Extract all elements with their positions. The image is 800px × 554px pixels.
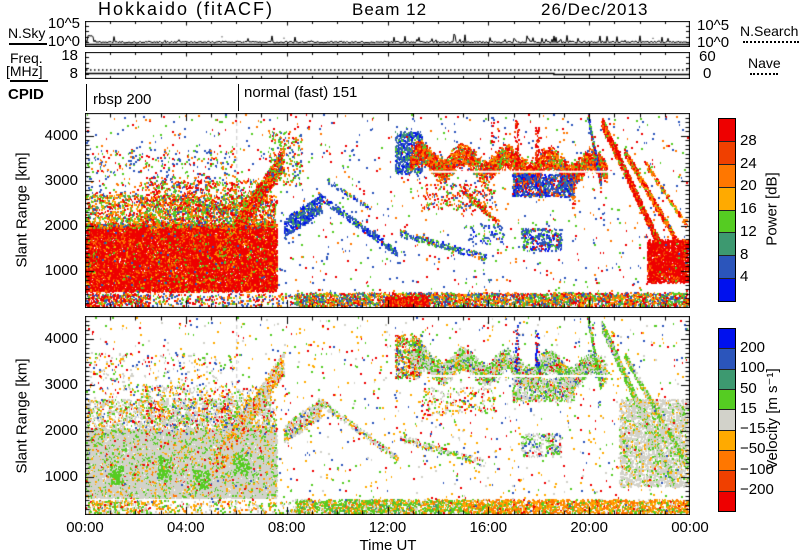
noise-panel bbox=[85, 21, 690, 47]
velocity-colorbar-label: 100 bbox=[740, 359, 766, 377]
nsky-solid-line-key bbox=[9, 43, 47, 45]
velocity-rti-panel bbox=[85, 316, 690, 515]
velocity-yaxis-title: Slant Range [km] bbox=[13, 358, 31, 474]
velocity-y-tick-label: 2000 bbox=[44, 422, 78, 440]
power-y-tick-label: 2000 bbox=[44, 216, 78, 234]
power-colorbar bbox=[718, 118, 736, 302]
power-rti-panel bbox=[85, 113, 690, 308]
power-colorbar-label: 12 bbox=[740, 222, 757, 240]
nave-dotted-line-key bbox=[750, 73, 778, 75]
page-title: Hokkaido (fitACF) bbox=[98, 0, 275, 19]
x-tick-label: 20:00 bbox=[570, 519, 608, 536]
power-y-tick-label: 1000 bbox=[44, 261, 78, 279]
velocity-y-tick-label: 1000 bbox=[44, 468, 78, 486]
power-colorbar-segment bbox=[719, 232, 735, 256]
freq-label-line1: Freq. bbox=[10, 50, 43, 66]
x-tick-label: 08:00 bbox=[267, 519, 306, 536]
velocity-colorbar-segment bbox=[719, 429, 735, 450]
beam-label: Beam 12 bbox=[352, 0, 428, 19]
x-tick-label: 12:00 bbox=[368, 519, 407, 536]
velocity-colorbar-segment bbox=[719, 470, 735, 491]
noise-ymin-label: 10^0 bbox=[47, 33, 80, 50]
power-colorbar-segment bbox=[719, 140, 735, 164]
velocity-colorbar-label: 50 bbox=[740, 379, 757, 397]
power-colorbar-segment bbox=[719, 209, 735, 233]
freq-ymin-label: 8 bbox=[69, 65, 78, 82]
nsearch-dotted-line-key bbox=[743, 41, 799, 43]
freq-solid-line-key bbox=[10, 80, 48, 82]
velocity-colorbar-label: −15 bbox=[740, 420, 766, 438]
velocity-y-tick-label: 3000 bbox=[44, 376, 78, 394]
date-label: 26/Dec/2013 bbox=[541, 0, 649, 19]
nave-ymax-label: 60 bbox=[699, 48, 716, 65]
power-y-tick-label: 4000 bbox=[44, 126, 78, 144]
frequency-panel bbox=[85, 52, 690, 79]
power-colorbar-label: 4 bbox=[740, 268, 749, 286]
power-colorbar-label: 20 bbox=[740, 177, 757, 195]
cpid-change-divider bbox=[238, 84, 239, 111]
freq-label-line2: [MHz] bbox=[6, 63, 43, 79]
velocity-colorbar-segment bbox=[719, 409, 735, 430]
power-colorbar-segment bbox=[719, 186, 735, 210]
noise-ymax-label: 10^5 bbox=[47, 15, 80, 32]
velocity-colorbar-segment bbox=[719, 368, 735, 389]
velocity-colorbar-segment bbox=[719, 388, 735, 410]
x-tick-label: 04:00 bbox=[167, 519, 205, 536]
velocity-colorbar-label: 15 bbox=[740, 399, 757, 417]
velocity-colorbar-segment bbox=[719, 348, 735, 369]
power-colorbar-segment bbox=[719, 119, 735, 141]
velocity-colorbar-segment bbox=[719, 329, 735, 349]
velocity-y-tick-label: 4000 bbox=[44, 330, 78, 348]
velocity-colorbar-title: Velocity [m s⁻¹] bbox=[764, 368, 781, 470]
nave-label: Nave bbox=[748, 55, 781, 71]
power-colorbar-segment bbox=[719, 255, 735, 279]
nave-ymin-label: 0 bbox=[703, 65, 712, 82]
cpid-label: CPID bbox=[8, 86, 44, 103]
x-tick-label: 00:00 bbox=[671, 519, 709, 536]
x-tick-label: 16:00 bbox=[469, 519, 508, 536]
power-colorbar-segment bbox=[719, 278, 735, 301]
power-colorbar-label: 16 bbox=[740, 200, 757, 217]
power-colorbar-label: 24 bbox=[740, 154, 757, 172]
power-colorbar-label: 8 bbox=[740, 245, 749, 263]
velocity-colorbar-label: −50 bbox=[740, 440, 766, 458]
velocity-colorbar-segment bbox=[719, 449, 735, 471]
velocity-colorbar-label: −200 bbox=[740, 480, 774, 498]
noise-right-ymax-label: 10^5 bbox=[697, 17, 730, 34]
power-colorbar-label: 28 bbox=[740, 131, 757, 149]
nsearch-label: N.Search bbox=[740, 23, 799, 39]
velocity-colorbar-segment bbox=[719, 490, 735, 511]
x-tick-label: 00:00 bbox=[66, 519, 104, 536]
velocity-colorbar bbox=[718, 328, 736, 512]
xaxis-title: Time UT bbox=[359, 537, 417, 554]
velocity-colorbar-label: 200 bbox=[740, 339, 766, 357]
noise-right-ymin-label: 10^0 bbox=[697, 34, 730, 51]
nsky-label: N.Sky bbox=[8, 25, 46, 41]
power-y-tick-label: 3000 bbox=[44, 171, 78, 189]
freq-ymax-label: 18 bbox=[61, 47, 78, 64]
power-yaxis-title: Slant Range [km] bbox=[13, 152, 31, 268]
cpid-mode-1: rbsp 200 bbox=[93, 91, 152, 108]
cpid-start-divider bbox=[86, 84, 87, 111]
power-colorbar-segment bbox=[719, 163, 735, 187]
velocity-colorbar-label: −100 bbox=[740, 460, 774, 478]
power-colorbar-title: Power [dB] bbox=[763, 172, 781, 246]
cpid-mode-2: normal (fast) 151 bbox=[244, 84, 358, 101]
